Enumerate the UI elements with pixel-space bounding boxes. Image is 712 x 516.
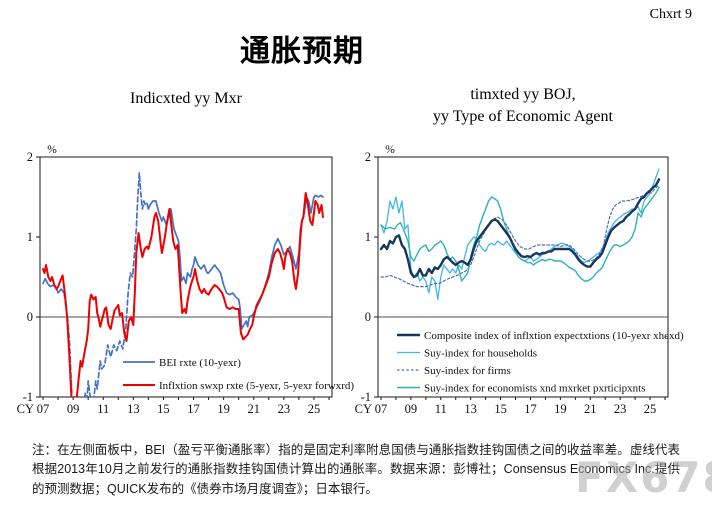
plot-border (377, 156, 669, 398)
x-tick-label: 23 (614, 402, 627, 416)
x-tick-label: 25 (308, 402, 321, 416)
x-tick-label: 11 (97, 402, 109, 416)
inflation-swap-line (42, 192, 324, 397)
y-tick-label: 1 (365, 230, 371, 244)
page-title: 通胀预期 (240, 35, 364, 68)
legend-label: Inflxtion swxp rxte (5-yexr, 5-yexr forw… (159, 380, 354, 392)
y-tick-label: -1 (23, 390, 33, 404)
bei-rate-line-dashed (63, 172, 148, 397)
x-tick-label: 15 (157, 402, 170, 416)
legend-label: Suy-index for households (424, 348, 537, 360)
x-tick-label: 21 (584, 402, 597, 416)
right-panel-title-line1: timxted yy BOJ, (470, 86, 576, 103)
y-tick-label: 0 (27, 310, 33, 324)
y-tick-label: 2 (365, 150, 371, 164)
suy-firms-line-dashed (380, 184, 660, 288)
suy-economists-line (380, 186, 660, 282)
x-tick-label: 09 (67, 402, 80, 416)
x-tick-label: 17 (187, 402, 200, 416)
left-panel-title: Indicxted yy Mxr (130, 90, 242, 107)
y-tick-label: 1 (27, 230, 33, 244)
legend-label: Suy-index for firms (424, 365, 511, 377)
x-tick-label: 23 (278, 402, 291, 416)
series-group (42, 172, 324, 397)
x-axis-prefix: CY (355, 402, 372, 416)
x-tick-label: 21 (247, 402, 260, 416)
y-tick-label: -1 (361, 390, 371, 404)
legend-label: BEI rxte (10-yexr) (159, 357, 241, 369)
x-tick-label: 25 (644, 402, 657, 416)
y-axis-unit-label: % (47, 144, 57, 156)
x-tick-label: 07 (37, 402, 50, 416)
x-tick-label: 17 (524, 402, 537, 416)
suy-households-line (380, 168, 660, 301)
y-axis-unit-label: % (385, 144, 395, 156)
x-tick-label: 19 (554, 402, 567, 416)
bei-rate-line (146, 194, 324, 330)
y-tick-label: 2 (27, 150, 33, 164)
y-tick-label: 0 (365, 310, 371, 324)
plot-border (39, 156, 333, 398)
watermark: FX678 (575, 453, 712, 502)
right-panel-title-line2: yy Type of Economic Agent (433, 107, 613, 125)
x-tick-label: 09 (405, 402, 418, 416)
chart-number-label: Chxrt 9 (649, 7, 692, 22)
legend-label: Composite index of inflxtion expectxtion… (424, 330, 684, 342)
x-tick-label: 13 (127, 402, 140, 416)
x-tick-label: 13 (464, 402, 477, 416)
x-tick-label: 07 (375, 402, 388, 416)
x-tick-label: 11 (435, 402, 447, 416)
x-tick-label: 19 (217, 402, 230, 416)
x-tick-label: 15 (494, 402, 507, 416)
right-panel-title: timxted yy BOJ, yy Type of Economic Agen… (373, 84, 673, 127)
x-axis-prefix: CY (17, 402, 34, 416)
footnote: 注：在左侧面板中，BEI（盈亏平衡通胀率）指的是固定利率附息国债与通胀指数挂钩国… (32, 443, 680, 496)
legend-label: Suy-index for economists xnd mxrket pxrt… (424, 383, 646, 395)
composite-index-line (379, 178, 661, 279)
series-group (379, 168, 661, 301)
